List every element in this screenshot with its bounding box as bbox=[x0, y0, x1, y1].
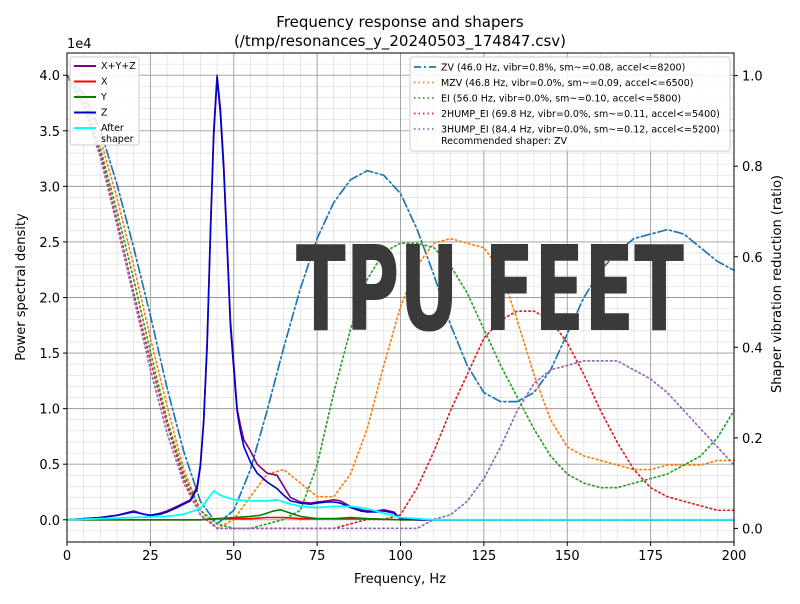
x-tick-label: 125 bbox=[471, 549, 496, 564]
y-tick-label: 2.0 bbox=[39, 292, 60, 307]
x-axis-label: Frequency, Hz bbox=[354, 572, 446, 587]
x-tick-label: 175 bbox=[638, 549, 663, 564]
y2-tick-label: 0.2 bbox=[742, 432, 763, 447]
y-scale-label: 1e4 bbox=[67, 37, 92, 52]
y-tick-label: 2.5 bbox=[39, 236, 60, 251]
overlay-text: TPU FEET bbox=[296, 222, 684, 359]
psd-series-line bbox=[66, 76, 734, 521]
shaper-legend-label: MZV (46.8 Hz, vibr=0.0%, sm~=0.09, accel… bbox=[441, 78, 693, 89]
chart-title: Frequency response and shapers bbox=[276, 13, 524, 31]
x-tick-label: 0 bbox=[63, 549, 71, 564]
y2-tick-label: 0.6 bbox=[742, 251, 763, 266]
recommended-shaper: Recommended shaper: ZV bbox=[441, 136, 567, 147]
x-tick-label: 25 bbox=[142, 549, 159, 564]
psd-legend-box bbox=[69, 56, 140, 146]
x-tick-label: 200 bbox=[722, 549, 747, 564]
y-tick-label: 4.0 bbox=[39, 69, 60, 84]
y-tick-label: 3.5 bbox=[39, 125, 60, 140]
psd-legend-label: X bbox=[101, 77, 108, 88]
y-tick-label: 0.0 bbox=[39, 514, 60, 529]
psd-legend-label: Z bbox=[101, 108, 108, 119]
x-ticks: 0 25 50 75 100 125 150 175 200 bbox=[63, 542, 747, 564]
shaper-legend-label: 2HUMP_EI (69.8 Hz, vibr=0.0%, sm~=0.11, … bbox=[441, 109, 720, 120]
y2-tick-label: 1.0 bbox=[742, 70, 763, 85]
x-tick-label: 75 bbox=[309, 549, 326, 564]
shaper-curve-zv bbox=[66, 74, 735, 526]
y-tick-label: 0.5 bbox=[39, 458, 60, 473]
y-tick-label: 1.0 bbox=[39, 403, 60, 418]
shaper-legend-label: 3HUMP_EI (84.4 Hz, vibr=0.0%, sm~=0.12, … bbox=[441, 125, 720, 136]
y2-ticks: 0.0 0.2 0.4 0.6 0.8 1.0 bbox=[734, 70, 763, 537]
x-tick-label: 100 bbox=[388, 549, 413, 564]
psd-legend-label: After bbox=[101, 123, 124, 134]
psd-lines bbox=[66, 74, 734, 521]
psd-series-line bbox=[67, 508, 734, 521]
shaper-legend-label: EI (56.0 Hz, vibr=0.0%, sm~=0.10, accel<… bbox=[441, 94, 681, 105]
x-tick-label: 50 bbox=[225, 549, 242, 564]
psd-series-line bbox=[66, 74, 734, 521]
y-tick-label: 3.0 bbox=[39, 180, 60, 195]
shaper-legend: ZV (46.0 Hz, vibr=0.8%, sm~=0.08, accel<… bbox=[409, 56, 731, 152]
shaper-curve-3hump_ei bbox=[66, 74, 735, 530]
y2-tick-label: 0.8 bbox=[742, 160, 763, 175]
psd-legend-label: shaper bbox=[101, 134, 134, 145]
shaper-lines bbox=[66, 74, 735, 530]
shaper-legend-label: ZV (46.0 Hz, vibr=0.8%, sm~=0.08, accel<… bbox=[441, 63, 685, 74]
y-axis-label: Power spectral density bbox=[14, 213, 29, 361]
shaper-legend-box bbox=[409, 56, 731, 152]
chart-subtitle: (/tmp/resonances_y_20240503_174847.csv) bbox=[234, 32, 566, 51]
y2-tick-label: 0.4 bbox=[742, 341, 763, 356]
psd-legend-label: Y bbox=[100, 92, 107, 103]
shaper-curve-ei bbox=[66, 74, 735, 530]
y2-tick-label: 0.0 bbox=[742, 522, 763, 537]
shaper-curve-2hump_ei bbox=[66, 74, 735, 530]
y-ticks: 0.0 0.5 1.0 1.5 2.0 2.5 3.0 3.5 4.0 bbox=[39, 69, 67, 529]
psd-legend-label: X+Y+Z bbox=[101, 61, 136, 72]
y2-axis-label: Shaper vibration reduction (ratio) bbox=[770, 175, 785, 393]
psd-series-line bbox=[66, 489, 734, 521]
shaper-curve-mzv bbox=[66, 74, 735, 530]
x-tick-label: 150 bbox=[555, 549, 580, 564]
y-tick-label: 1.5 bbox=[39, 347, 60, 362]
